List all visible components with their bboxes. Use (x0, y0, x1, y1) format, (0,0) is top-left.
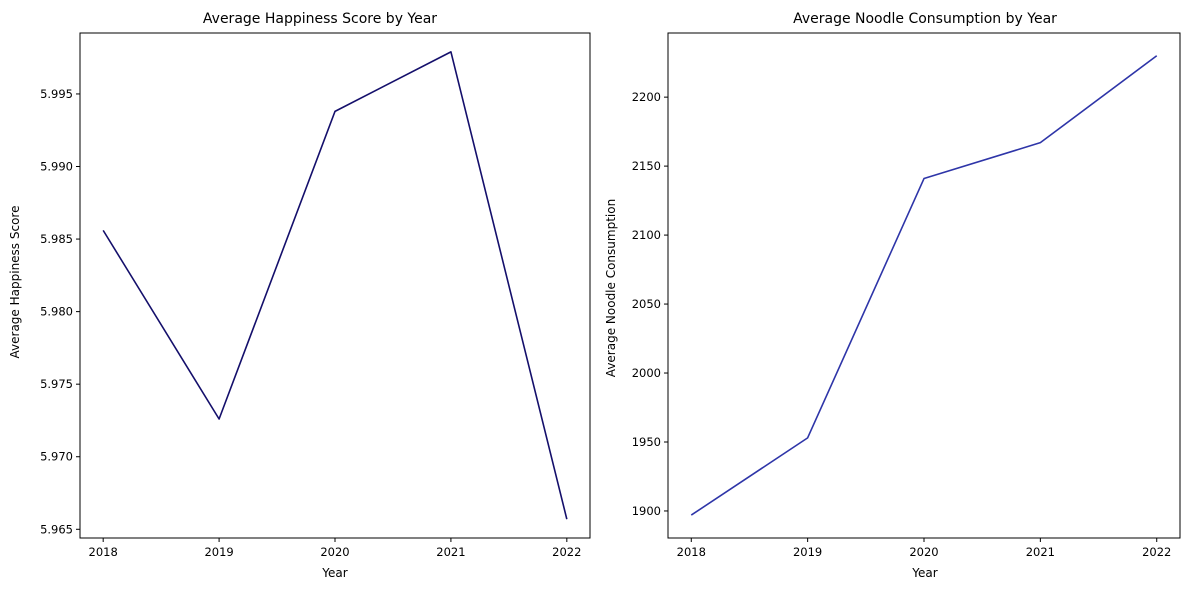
noodle-plot-frame (667, 32, 1181, 539)
happiness-x-tick-label-2020: 2020 (320, 545, 349, 559)
happiness-y-tick-label-5.980: 5.980 (40, 305, 73, 319)
happiness-y-ticks: 5.965 5.970 5.975 5.980 5.985 5.990 5.995 (40, 87, 80, 536)
happiness-y-tick-label-5.995: 5.995 (40, 87, 73, 101)
noodle-x-tick-label-2021: 2021 (1026, 545, 1055, 559)
noodle-chart: Average Noodle Consumption by Year Year … (604, 11, 1181, 580)
happiness-x-ticks: 2018 2019 2020 2021 2022 (89, 538, 581, 559)
happiness-y-tick-label-5.990: 5.990 (40, 160, 73, 174)
noodle-x-tick-label-2018: 2018 (677, 545, 706, 559)
noodle-series-line-0 (690, 55, 1158, 516)
happiness-series-group (102, 51, 568, 520)
happiness-x-tick-label-2021: 2021 (436, 545, 465, 559)
noodle-y-tick-label-2100: 2100 (632, 228, 661, 242)
noodle-y-tick-label-1900: 1900 (632, 504, 661, 518)
happiness-y-tick-label-5.970: 5.970 (40, 450, 73, 464)
noodle-x-tick-label-2020: 2020 (909, 545, 938, 559)
happiness-plot-frame (79, 32, 591, 539)
noodle-x-tick-label-2022: 2022 (1142, 545, 1171, 559)
happiness-x-axis-label: Year (321, 566, 347, 580)
happiness-x-tick-label-2022: 2022 (552, 545, 581, 559)
happiness-y-tick-label-5.985: 5.985 (40, 232, 73, 246)
noodle-y-tick-label-2050: 2050 (632, 297, 661, 311)
happiness-chart-title: Average Happiness Score by Year (203, 11, 437, 27)
happiness-chart: Average Happiness Score by Year Year Ave… (8, 11, 591, 580)
noodle-y-tick-label-1950: 1950 (632, 435, 661, 449)
noodle-x-tick-label-2019: 2019 (793, 545, 822, 559)
noodle-chart-title: Average Noodle Consumption by Year (793, 11, 1057, 27)
happiness-x-tick-label-2018: 2018 (89, 545, 118, 559)
happiness-y-tick-label-5.965: 5.965 (40, 522, 73, 536)
noodle-y-tick-label-2150: 2150 (632, 159, 661, 173)
noodle-y-tick-label-2200: 2200 (632, 90, 661, 104)
noodle-y-ticks: 1900 1950 2000 2050 2100 2150 2200 (632, 90, 668, 518)
noodle-x-axis-label: Year (911, 566, 937, 580)
noodle-series-group (690, 55, 1158, 516)
happiness-x-tick-label-2019: 2019 (204, 545, 233, 559)
happiness-y-tick-label-5.975: 5.975 (40, 377, 73, 391)
noodle-x-ticks: 2018 2019 2020 2021 2022 (677, 538, 1171, 559)
noodle-y-tick-label-2000: 2000 (632, 366, 661, 380)
happiness-series-line-0 (102, 51, 568, 520)
happiness-y-axis-label: Average Happiness Score (8, 206, 22, 359)
noodle-y-axis-label: Average Noodle Consumption (604, 199, 618, 377)
